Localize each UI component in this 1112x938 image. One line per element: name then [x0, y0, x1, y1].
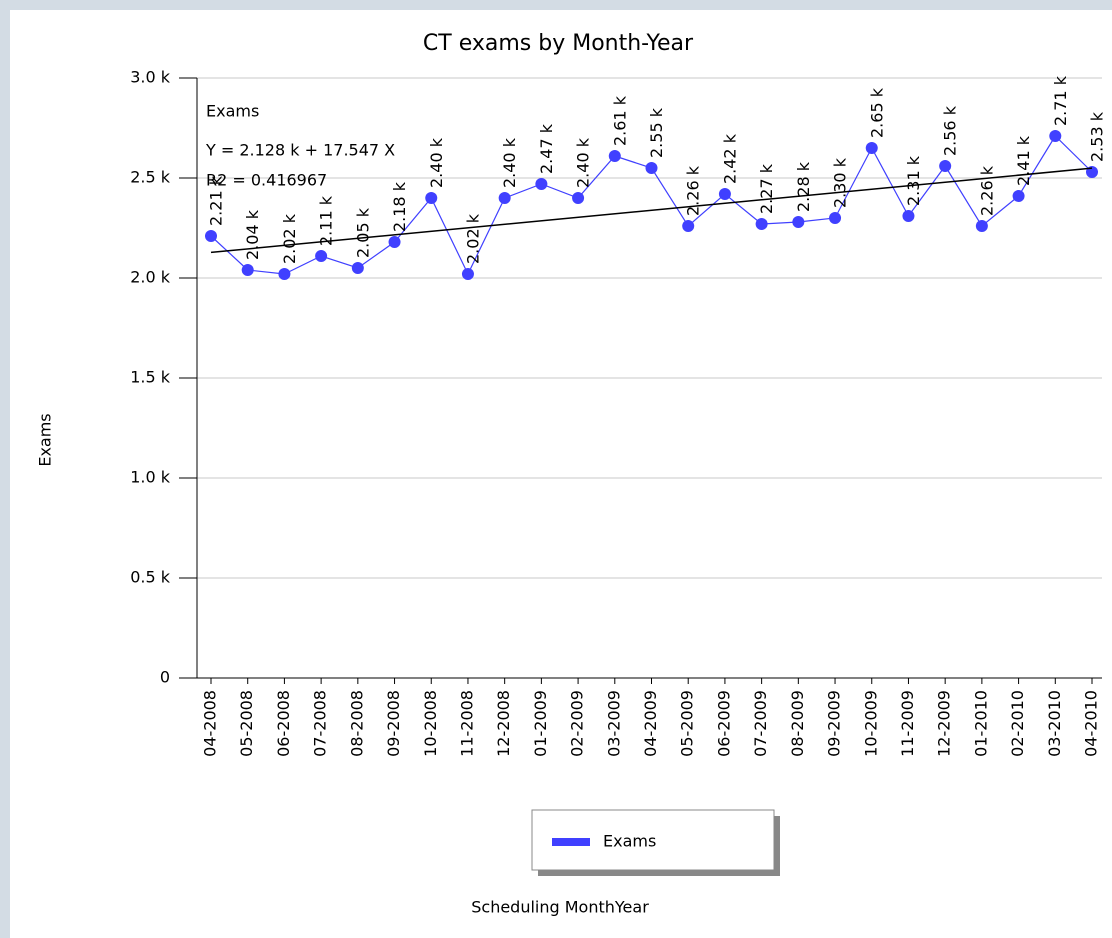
point — [278, 268, 291, 280]
y-tick-label: 0.5 k — [130, 568, 171, 587]
x-tick-label: 08-2008 — [347, 690, 366, 757]
point — [205, 230, 217, 242]
x-tick-label: 06-2009 — [714, 690, 733, 757]
y-axis-title: Exams — [36, 413, 55, 466]
chart-title: CT exams by Month-Year — [423, 31, 694, 56]
x-tick-label: 04-2009 — [641, 690, 660, 757]
trendline-r2: R2 = 0.416967 — [206, 171, 327, 190]
point — [425, 192, 438, 204]
data-label: 2.31 k — [904, 155, 923, 206]
data-label: 2.61 k — [610, 95, 629, 146]
data-label: 2.40 k — [500, 137, 519, 188]
x-tick-label: 01-2009 — [531, 690, 550, 757]
x-tick-label: 09-2008 — [384, 690, 403, 757]
point — [535, 178, 548, 190]
x-tick-label: 06-2008 — [274, 690, 293, 757]
data-label: 2.05 k — [353, 207, 372, 258]
trendline-equation: Y = 2.128 k + 17.547 X — [205, 141, 395, 160]
x-tick-label: 07-2009 — [751, 690, 770, 757]
x-axis-title: Scheduling MonthYear — [471, 898, 649, 917]
x-tick-label: 03-2010 — [1045, 690, 1064, 757]
point — [792, 216, 805, 228]
x-tick-label: 10-2009 — [861, 690, 880, 757]
point — [1086, 166, 1098, 178]
x-tick-label: 01-2010 — [971, 690, 990, 757]
data-label: 2.28 k — [794, 161, 813, 212]
point — [755, 218, 768, 230]
data-label: 2.21 k — [207, 175, 226, 226]
x-tick-label: 03-2009 — [604, 690, 623, 757]
y-tick-label: 0 — [160, 668, 170, 687]
x-tick-label: 02-2010 — [1008, 690, 1027, 757]
point — [608, 150, 621, 162]
legend-label: Exams — [603, 832, 656, 851]
data-label: 2.55 k — [647, 107, 666, 158]
point — [975, 220, 988, 232]
point — [351, 262, 364, 274]
data-label: 2.18 k — [390, 181, 409, 232]
x-tick-label: 07-2008 — [311, 690, 330, 757]
point — [498, 192, 511, 204]
data-label: 2.02 k — [280, 213, 299, 264]
data-label: 2.42 k — [720, 133, 739, 184]
point — [241, 264, 254, 276]
data-label: 2.27 k — [757, 163, 776, 214]
point — [461, 268, 474, 280]
point — [902, 210, 915, 222]
x-tick-label: 11-2008 — [457, 690, 476, 757]
panel — [10, 10, 1112, 938]
data-label: 2.65 k — [867, 87, 886, 138]
point — [939, 160, 952, 172]
x-tick-label: 12-2008 — [494, 690, 513, 757]
trendline-name: Exams — [206, 102, 259, 121]
y-tick-label: 2.5 k — [130, 168, 171, 187]
x-tick-label: 04-2010 — [1082, 690, 1101, 757]
point — [865, 142, 878, 154]
legend-swatch — [552, 838, 590, 846]
data-label: 2.47 k — [537, 123, 556, 174]
x-tick-label: 12-2009 — [935, 690, 954, 757]
x-tick-label: 04-2008 — [201, 690, 220, 757]
y-tick-label: 2.0 k — [130, 268, 171, 287]
y-tick-label: 1.0 k — [130, 468, 171, 487]
point — [645, 162, 658, 174]
point — [572, 192, 585, 204]
point — [829, 212, 842, 224]
x-tick-label: 05-2008 — [237, 690, 256, 757]
y-tick-label: 3.0 k — [130, 68, 171, 87]
data-label: 2.11 k — [317, 195, 336, 246]
trendline — [210, 167, 1093, 254]
data-label: 2.41 k — [1014, 135, 1033, 186]
y-tick-label: 1.5 k — [130, 368, 171, 387]
data-label: 2.30 k — [831, 157, 850, 208]
x-tick-label: 05-2009 — [678, 690, 697, 757]
point — [1012, 190, 1025, 202]
data-label: 2.04 k — [243, 209, 262, 260]
data-label: 2.53 k — [1088, 111, 1107, 162]
data-label: 2.26 k — [977, 165, 996, 216]
data-label: 2.02 k — [463, 213, 482, 264]
data-label: 2.26 k — [684, 165, 703, 216]
data-label: 2.40 k — [427, 137, 446, 188]
data-label: 2.40 k — [574, 137, 593, 188]
point — [682, 220, 695, 232]
point — [718, 188, 731, 200]
data-label: 2.71 k — [1051, 75, 1070, 126]
x-tick-label: 10-2008 — [421, 690, 440, 757]
x-tick-label: 11-2009 — [898, 690, 917, 757]
point — [315, 250, 328, 262]
point — [1049, 130, 1062, 142]
x-tick-label: 09-2009 — [825, 690, 844, 757]
point — [388, 236, 401, 248]
x-tick-label: 02-2009 — [568, 690, 587, 757]
x-tick-label: 08-2009 — [788, 690, 807, 757]
data-label: 2.56 k — [941, 105, 960, 156]
